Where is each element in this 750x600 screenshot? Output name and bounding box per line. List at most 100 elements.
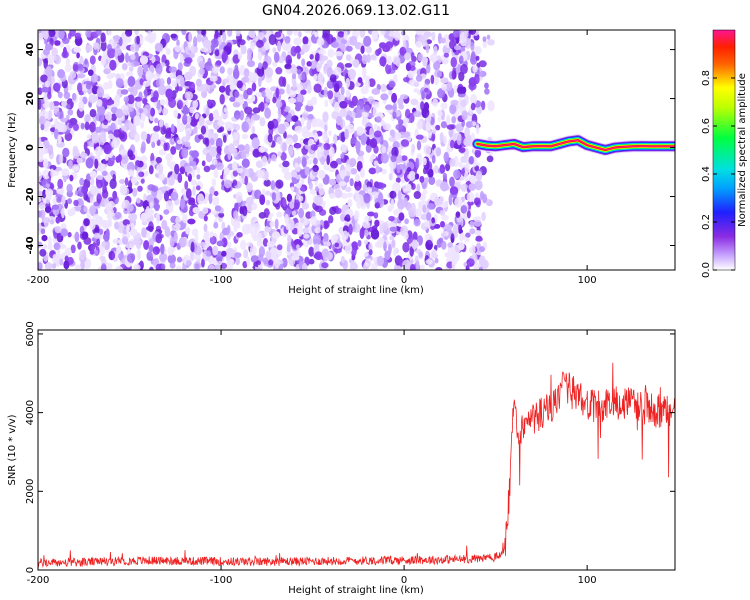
heatmap-cell (273, 51, 280, 63)
heatmap-cell (341, 256, 345, 264)
heatmap-cell (265, 199, 271, 206)
colorbar: 0.0 0.2 0.4 0.6 0.8 Normalized spectral ampl… (701, 29, 748, 278)
heatmap-cell (407, 70, 415, 79)
heatmap-cell (203, 165, 211, 173)
x-tick-label: 0 (401, 575, 407, 586)
heatmap-cell (464, 30, 469, 39)
heatmap-cell (214, 205, 222, 212)
heatmap-cell (363, 35, 372, 47)
heatmap-cell (357, 239, 362, 247)
heatmap-cell (232, 179, 238, 186)
heatmap-cell (316, 152, 323, 159)
heatmap-cell (109, 178, 117, 190)
heatmap-cell (267, 133, 273, 143)
heatmap-cell (38, 262, 43, 270)
heatmap-cell (466, 258, 475, 267)
heatmap-cell (158, 172, 166, 181)
heatmap-cell (77, 73, 86, 79)
heatmap-cell (288, 97, 297, 104)
heatmap-cell (141, 227, 147, 238)
heatmap-cell (186, 115, 192, 124)
heatmap-cell (349, 157, 357, 167)
heatmap-cell (105, 203, 112, 210)
heatmap-cell (275, 202, 281, 210)
heatmap-cell (244, 143, 250, 154)
heatmap-cell (349, 35, 358, 46)
spectrogram-y-axis-label: Frequency (Hz) (7, 112, 18, 188)
heatmap-cell (62, 37, 70, 45)
heatmap-cell (295, 104, 301, 112)
heatmap-cell (378, 192, 384, 204)
heatmap-cell (184, 91, 194, 100)
heatmap-cell (327, 48, 335, 58)
heatmap-cell (428, 168, 434, 178)
heatmap-cell (257, 32, 265, 38)
heatmap-cell (414, 173, 420, 180)
heatmap-cell (460, 99, 467, 108)
heatmap-cell (309, 54, 314, 60)
y-tick-label: 0 (25, 567, 36, 573)
snr-background (38, 330, 675, 570)
heatmap-cell (205, 250, 212, 257)
heatmap-cell (96, 193, 102, 205)
heatmap-cell (73, 64, 79, 72)
heatmap-cell (192, 207, 200, 214)
heatmap-cell (262, 238, 269, 247)
heatmap-cell (397, 190, 402, 201)
heatmap-cell (125, 52, 129, 63)
heatmap-cell (244, 168, 250, 179)
heatmap-cell (292, 81, 297, 89)
heatmap-cell (78, 100, 85, 112)
heatmap-cell (176, 139, 183, 145)
heatmap-cell (389, 190, 397, 199)
heatmap-cell (132, 187, 138, 197)
heatmap-cell (364, 229, 369, 237)
heatmap-cell (471, 244, 476, 255)
heatmap-cell (185, 188, 192, 200)
heatmap-cell (179, 53, 184, 64)
heatmap-cell (93, 232, 101, 239)
heatmap-cell (57, 134, 62, 145)
heatmap-cell (140, 178, 145, 184)
heatmap-cell (410, 52, 415, 59)
heatmap-cell (128, 66, 134, 72)
heatmap-cell (161, 263, 166, 270)
heatmap-cell (241, 150, 247, 160)
heatmap-cell (314, 31, 319, 38)
heatmap-cell (416, 120, 423, 130)
heatmap-cell (65, 114, 70, 120)
heatmap-cell (97, 174, 104, 181)
heatmap-cell (364, 258, 372, 267)
heatmap-cell (51, 263, 57, 269)
heatmap-cell (468, 30, 477, 35)
heatmap-cell (175, 265, 182, 270)
heatmap-cell (478, 255, 486, 267)
heatmap-cell (38, 197, 42, 203)
heatmap-cell (302, 43, 310, 53)
heatmap-cell (293, 30, 299, 36)
heatmap-cell (253, 222, 261, 232)
heatmap-cell (171, 224, 176, 231)
heatmap-cell (455, 123, 464, 133)
heatmap-cell (475, 170, 483, 182)
heatmap-cell (293, 37, 302, 46)
heatmap-cell (298, 31, 302, 38)
heatmap-cell (468, 183, 476, 191)
heatmap-cell (425, 64, 431, 74)
heatmap-cell (439, 132, 444, 143)
heatmap-cell (299, 217, 305, 224)
spectrogram-x-axis-label: Height of straight line (km) (288, 285, 424, 296)
heatmap-cell (156, 100, 161, 110)
heatmap-cell (134, 96, 142, 102)
heatmap-cell (55, 216, 60, 224)
heatmap-cell (62, 147, 70, 158)
heatmap-cell (371, 88, 380, 95)
heatmap-cell (165, 88, 173, 99)
heatmap-cell (277, 151, 282, 157)
heatmap-cell (478, 70, 487, 77)
heatmap-cell (112, 190, 118, 200)
heatmap-cell (199, 68, 205, 75)
heatmap-cell (440, 102, 448, 110)
